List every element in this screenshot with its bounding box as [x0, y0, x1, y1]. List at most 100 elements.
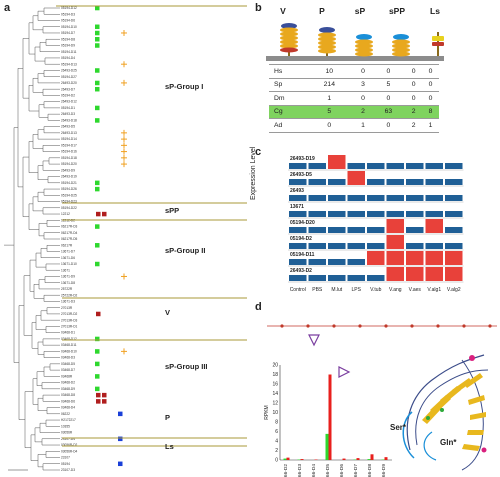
gene-map-markers — [280, 324, 492, 328]
category-label: 03466-D2 — [283, 464, 289, 477]
tree-markers — [95, 5, 127, 467]
tree-leaf-label: 13671 — [61, 268, 70, 272]
expression-cell — [425, 163, 443, 169]
condition-label: V.ang — [389, 287, 402, 293]
tree-leaf-label: 06222 — [61, 412, 70, 416]
tree-leaf-label: 03468R — [61, 374, 73, 378]
tree-leaf-label: 05194-D17 — [61, 143, 77, 147]
green-square-marker — [95, 86, 100, 92]
gene-label: 26493-D5 — [290, 172, 312, 178]
y-tick-label: 16 — [272, 382, 278, 388]
gln-label: Gln* — [440, 438, 457, 447]
red-square-marker — [102, 211, 107, 217]
tree-leaf-label: 25722R — [61, 287, 73, 291]
expression-cell — [386, 179, 404, 185]
y-tick-label: 0 — [275, 458, 278, 464]
tree-leaf-label: 27013R-D3 — [61, 318, 78, 322]
expression-cell — [406, 163, 424, 169]
expression-cell — [445, 251, 463, 265]
condition-label: V.aes — [409, 287, 422, 293]
tree-leaf-label: 06217R-D4 — [61, 231, 78, 235]
expression-cell — [425, 219, 443, 233]
category-label: 03466-D3 — [297, 464, 303, 477]
tree-leaf-label: 05194-D2 — [61, 94, 75, 98]
green-square-marker — [95, 361, 100, 367]
group-label-ls: Ls — [165, 442, 174, 451]
group-label-v: V — [165, 308, 171, 317]
expression-cell — [308, 179, 326, 185]
tree-leaf-label: 05194 — [61, 462, 70, 466]
tree-leaf-label: 26493-D5 — [61, 125, 75, 129]
tree-leaf-label: 05194-D25 — [61, 193, 77, 197]
tree-leaf-label: 27013R-D1 — [61, 325, 78, 329]
count-cell: 63 — [371, 104, 406, 119]
tree-leaf-label: 05194-D16 — [61, 150, 77, 154]
triangle-marker-down — [308, 334, 320, 347]
tree-leaf-label: 26493-D7 — [61, 87, 75, 91]
blue-square-marker — [118, 436, 123, 442]
green-square-marker — [95, 105, 100, 111]
tree-leaf-label: 03468-D8 — [61, 393, 75, 397]
expression-cell — [289, 163, 307, 169]
gene-label: 13671 — [290, 204, 304, 210]
expression-cell — [308, 163, 326, 169]
green-square-marker — [95, 37, 100, 42]
gene-label: 05194-D20 — [290, 220, 315, 226]
expression-cell — [328, 243, 346, 249]
tree-leaf-label: 13671-D9 — [61, 275, 75, 279]
expression-cell — [367, 275, 385, 281]
species-name: Cg — [269, 104, 304, 119]
tree-leaf-label: 03056R-D4 — [61, 449, 78, 453]
count-cell: 3 — [354, 77, 372, 92]
tree-leaf-label: 26493-D3 — [61, 112, 75, 116]
count-cell: 8 — [422, 104, 439, 119]
domain-architecture-icons — [266, 23, 444, 61]
green-square-marker — [95, 349, 100, 354]
group-label-p: P — [165, 413, 171, 422]
plus-marker — [121, 79, 127, 86]
expression-cell — [425, 179, 443, 185]
triangle-marker-right — [338, 366, 351, 378]
tree-leaf-label: 26493-D18 — [61, 118, 77, 122]
heatmap-y-axis-label: Expression Level — [250, 146, 257, 200]
tree-leaf-label: 06217R-D3 — [61, 225, 78, 229]
count-cell: 10 — [304, 64, 355, 79]
tree-leaf-label: 05194-D6 — [61, 19, 75, 23]
tree-leaf-label: 27013R — [61, 306, 73, 310]
expression-cell — [386, 195, 404, 201]
count-cell: 0 — [371, 64, 406, 79]
tree-leaf-label: 26493-D9 — [61, 168, 75, 172]
condition-label: V.alg1 — [427, 287, 441, 293]
species-name: Sp — [269, 77, 304, 92]
protein-icon-v — [280, 23, 298, 56]
expression-cell — [386, 235, 404, 249]
blue-square-marker — [118, 411, 123, 417]
expression-cell — [425, 211, 443, 217]
group-label-sp-group-3: sP-Group III — [165, 362, 208, 371]
expression-cell — [406, 179, 424, 185]
expression-cell — [328, 155, 346, 169]
tree-leaf-label: 05194-D14 — [61, 137, 77, 141]
category-label: 03466-D7 — [353, 464, 359, 477]
tree-leaf-label: 03468-D10 — [61, 349, 77, 353]
tree-leaf-label: 03468-D2 — [61, 381, 75, 385]
plus-marker — [121, 29, 127, 36]
green-square-marker — [95, 80, 100, 86]
expression-cell — [347, 275, 365, 281]
red-square-marker — [96, 211, 101, 217]
tree-leaf-label: 05194-D26 — [61, 187, 77, 191]
red-square-marker — [96, 399, 101, 404]
count-cell: 0 — [405, 64, 423, 79]
expression-cell — [386, 211, 404, 217]
condition-label: PBS — [312, 287, 323, 293]
expression-cell — [308, 195, 326, 201]
expression-cell — [289, 243, 307, 249]
green-square-marker — [95, 43, 100, 48]
tree-leaf-label: 13671-D6 — [61, 256, 75, 260]
condition-label: Control — [290, 287, 306, 293]
count-cell: 0 — [354, 64, 372, 79]
rpkm-axis-label: RPKM — [264, 405, 270, 419]
gene-position-marker — [306, 324, 310, 328]
tree-leaf-label: 05194-D4 — [61, 56, 75, 60]
y-tick-label: 18 — [272, 372, 278, 378]
